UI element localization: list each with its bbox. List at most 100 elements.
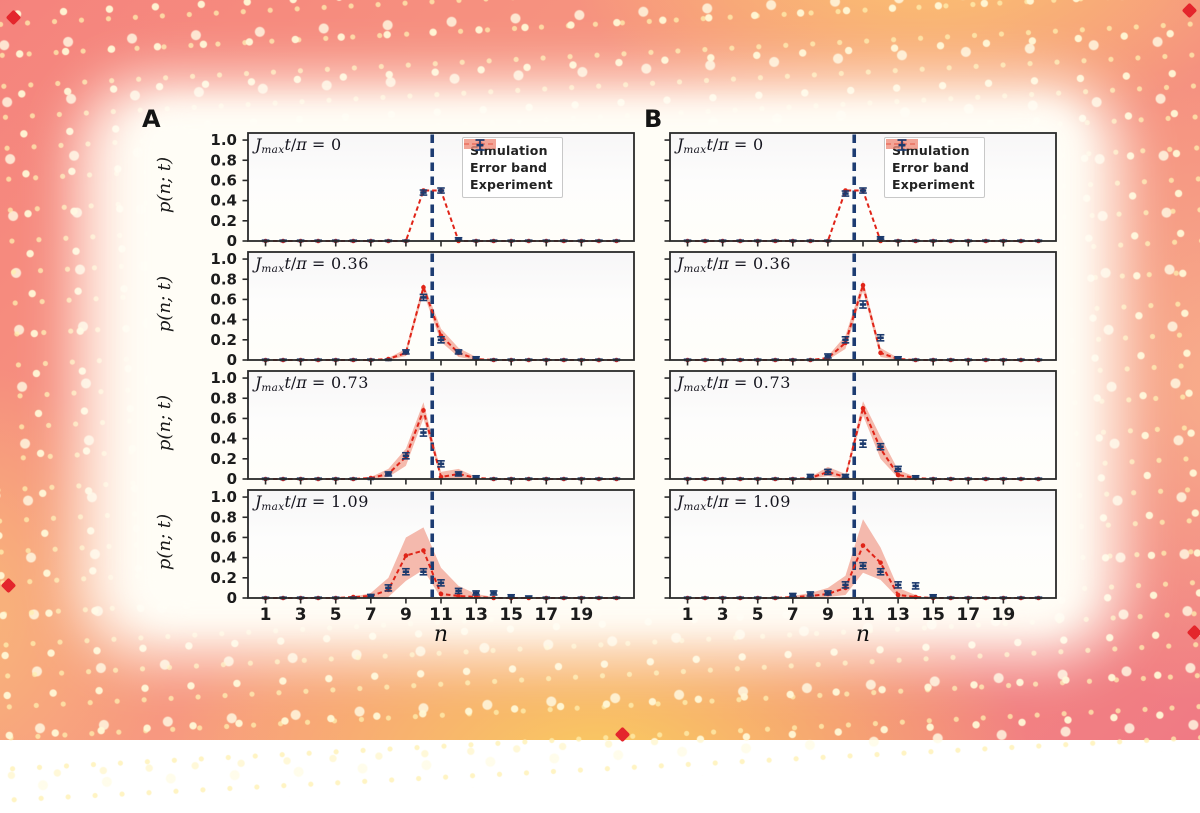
- title-J: J: [255, 254, 262, 273]
- title-eq: =: [311, 373, 326, 392]
- title-t: t: [706, 254, 713, 273]
- y-tick-label: 0.8: [210, 270, 237, 288]
- subplot-A2: 1.0 0.8 0.6 0.4 0.2 0 Jmaxt/π = 0.36: [156, 250, 636, 406]
- experiment-errorbar: [806, 591, 815, 597]
- experiment-errorbar: [859, 187, 867, 194]
- plot-area: [670, 371, 1056, 479]
- title-J: J: [255, 492, 262, 511]
- title-pi: π: [296, 135, 307, 154]
- title-pi: π: [718, 254, 729, 273]
- title-t: t: [284, 135, 291, 154]
- title-value: 0.73: [753, 373, 792, 392]
- title-value: 0.36: [753, 254, 792, 273]
- simulation-marker: [860, 543, 866, 548]
- title-value: 0: [753, 135, 764, 154]
- title-eq: =: [311, 254, 326, 273]
- experiment-errorbar: [472, 355, 480, 360]
- simulation-marker: [421, 408, 426, 413]
- experiment-errorbar: [507, 593, 515, 598]
- experiment-errorbar: [859, 561, 867, 570]
- subplot-A1: 1.0 0.8 0.6 0.4 0.2 0 Jmaxt/π = 0 Simulation E…: [156, 131, 636, 287]
- title-sub: max: [261, 263, 285, 275]
- legend-label: Error band: [470, 160, 548, 175]
- subplot-A3: 1.0 0.8 0.6 0.4 0.2 0 Jmaxt/π = 0.73: [156, 369, 636, 525]
- experiment-errorbar: [419, 428, 428, 437]
- subplot-svg: [664, 132, 1057, 247]
- subplot-time-title: Jmaxt/π = 0.73: [255, 373, 370, 394]
- x-tick-label: 5: [752, 605, 764, 625]
- error-band: [353, 527, 494, 598]
- x-tick-label: 9: [400, 605, 412, 625]
- title-J: J: [677, 135, 684, 154]
- x-tick-label: 7: [365, 605, 377, 625]
- x-tick-label: 17: [956, 605, 980, 625]
- legend-label: Experiment: [892, 177, 975, 192]
- legend-box: Simulation Error band Experiment: [462, 137, 563, 198]
- subplot-svg: 1.0 0.8 0.6 0.4 0.2 0: [210, 131, 635, 250]
- x-axis-label: n: [434, 622, 448, 647]
- x-tick-label: 3: [717, 605, 729, 625]
- x-tick-label: 7: [787, 605, 799, 625]
- title-pi: π: [718, 135, 729, 154]
- title-sub: max: [261, 501, 285, 513]
- experiment-errorbar: [859, 439, 867, 449]
- title-pi: π: [296, 254, 307, 273]
- x-tick-label: 19: [570, 605, 594, 625]
- subplot-svg: 1.00.80.60.40.201 3 5 7 9 11 13 15 17 19n: [210, 488, 635, 647]
- subplot-time-title: Jmaxt/π = 0: [255, 135, 342, 156]
- experiment-errorbar: [419, 189, 428, 196]
- experiment-errorbar: [419, 567, 428, 576]
- title-t: t: [706, 373, 713, 392]
- legend-item-exp: Experiment: [892, 139, 975, 192]
- title-t: t: [284, 254, 291, 273]
- title-eq: =: [733, 373, 748, 392]
- title-t: t: [706, 135, 713, 154]
- title-t: t: [706, 492, 713, 511]
- title-value: 1.09: [753, 492, 792, 511]
- experiment-errorbar: [402, 349, 410, 355]
- y-tick-label: 0.4: [210, 311, 237, 329]
- y-tick-label: 0.2: [210, 331, 237, 349]
- x-tick-label: 1: [260, 605, 272, 625]
- title-t: t: [284, 492, 291, 511]
- experiment-errorbar: [894, 355, 902, 360]
- experiment-errorbar: [841, 190, 850, 197]
- experiment-errorbar: [841, 473, 850, 479]
- experiment-errorbar: [894, 581, 902, 589]
- experiment-errorbar: [824, 468, 832, 476]
- experiment-legend-icon: [475, 139, 485, 151]
- x-tick-label: 13: [886, 605, 910, 625]
- title-eq: =: [733, 492, 748, 511]
- y-tick-label: 0.8: [210, 151, 237, 169]
- legend-box: Simulation Error band Experiment: [884, 137, 985, 198]
- title-pi: π: [718, 492, 729, 511]
- error-band: [792, 519, 916, 598]
- x-tick-label: 19: [992, 605, 1016, 625]
- legend-item-band: Error band: [886, 139, 975, 175]
- subplot-svg: 1.0 0.8 0.6 0.4 0.2 0: [210, 369, 635, 488]
- title-eq: =: [311, 492, 326, 511]
- title-sub: max: [683, 263, 707, 275]
- y-tick-label: 0: [227, 232, 237, 250]
- experiment-errorbar: [789, 592, 797, 598]
- experiment-errorbar: [454, 349, 463, 355]
- title-sub: max: [261, 144, 285, 156]
- experiment-errorbar: [929, 593, 937, 598]
- experiment-errorbar: [472, 590, 480, 596]
- experiment-errorbar: [384, 584, 393, 592]
- title-pi: π: [296, 492, 307, 511]
- subplot-A4: 1.0 0.8 0.6 0.4 0.2 0 1 3 5 7 9 11 13 15 17 19 n Jmaxt/π …: [156, 488, 636, 647]
- subplot-B4: 1 3 5 7 9 11 13 15 17 19 n Jmaxt/π = 1.09: [578, 488, 1058, 647]
- y-tick-label: 0.6: [210, 171, 237, 189]
- y-tick-label: 0.4: [210, 430, 237, 448]
- title-value: 0.36: [331, 254, 370, 273]
- subplot-B2: Jmaxt/π = 0.36: [578, 250, 1058, 406]
- experiment-errorbar: [894, 465, 902, 473]
- x-tick-label: 1: [682, 605, 694, 625]
- title-sub: max: [683, 144, 707, 156]
- experiment-errorbar: [454, 471, 463, 477]
- x-tick-label: 9: [822, 605, 834, 625]
- simulation-marker: [878, 560, 883, 565]
- simulation-marker: [403, 553, 409, 558]
- experiment-errorbar: [437, 579, 445, 587]
